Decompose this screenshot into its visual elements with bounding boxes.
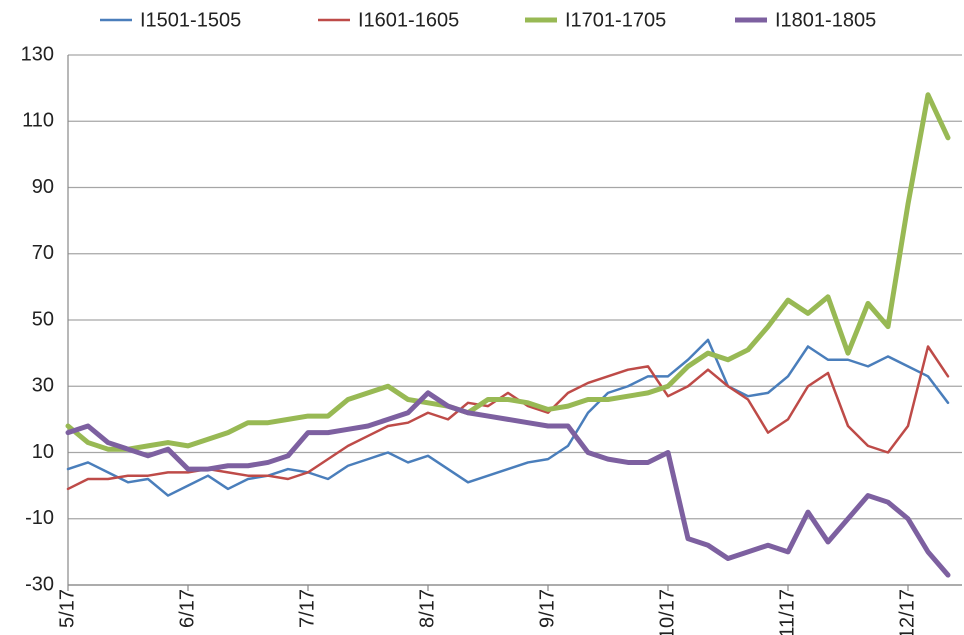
x-tick-label: 7/17 bbox=[296, 589, 318, 628]
legend-label: I1501-1505 bbox=[140, 9, 241, 31]
x-tick-label: 8/17 bbox=[416, 589, 438, 628]
legend-label: I1601-1605 bbox=[358, 9, 459, 31]
y-tick-label: 10 bbox=[32, 441, 54, 463]
y-tick-label: -10 bbox=[25, 507, 54, 529]
x-tick-label: 9/17 bbox=[536, 589, 558, 628]
x-tick-label: 12/17 bbox=[896, 589, 918, 635]
y-tick-label: 50 bbox=[32, 308, 54, 330]
y-tick-label: 110 bbox=[22, 110, 54, 132]
y-tick-label: 70 bbox=[32, 242, 54, 264]
series-line bbox=[65, 92, 951, 452]
legend-label: I1801-1805 bbox=[775, 9, 876, 31]
x-tick-label: 11/17 bbox=[776, 589, 798, 635]
series-line bbox=[66, 338, 950, 497]
y-tick-label: -30 bbox=[25, 573, 54, 595]
y-tick-label: 130 bbox=[21, 43, 54, 65]
y-tick-label: 30 bbox=[32, 375, 54, 397]
x-tick-label: 10/17 bbox=[656, 589, 678, 635]
legend-label: I1701-1705 bbox=[565, 9, 666, 31]
x-tick-label: 5/17 bbox=[56, 589, 78, 628]
x-tick-label: 6/17 bbox=[176, 589, 198, 628]
series-line bbox=[65, 390, 951, 578]
y-tick-label: 90 bbox=[32, 176, 54, 198]
